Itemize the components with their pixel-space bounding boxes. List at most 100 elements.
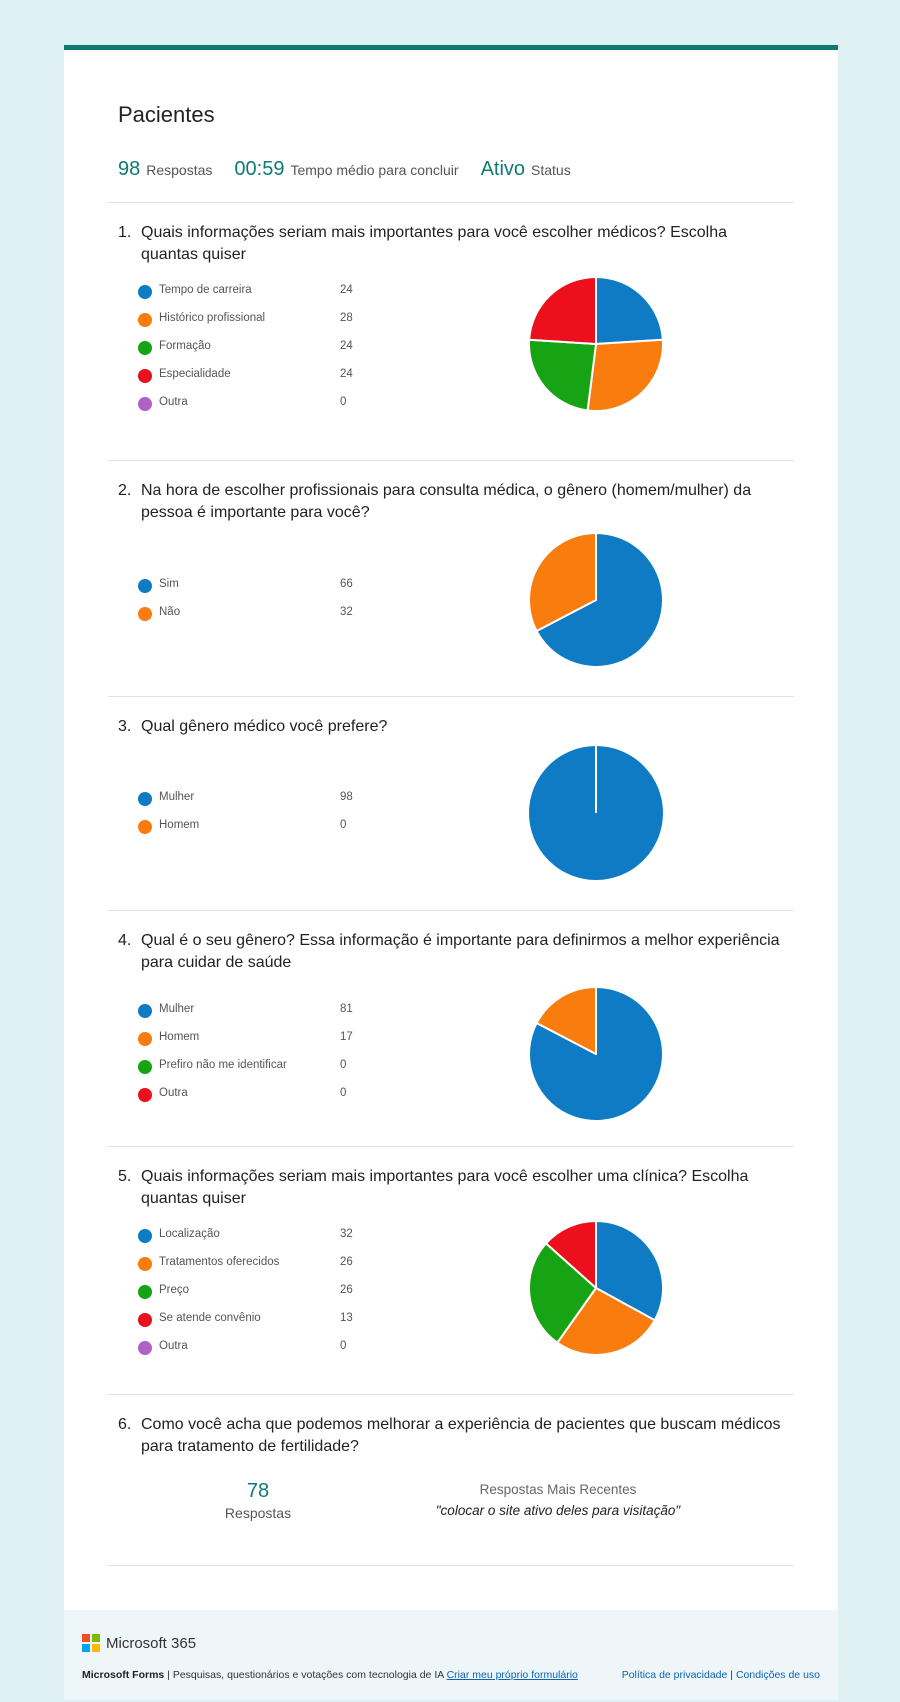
pie-slice[interactable] <box>595 1220 664 1322</box>
pie-slice[interactable] <box>528 338 597 412</box>
privacy-link[interactable]: Política de privacidade <box>621 1669 728 1681</box>
legend-swatch <box>138 1229 152 1243</box>
legend-count: 24 <box>340 368 353 380</box>
recent-responses-heading: Respostas Mais Recentes <box>479 1482 637 1497</box>
pie-slice[interactable] <box>528 532 597 632</box>
pie-slice[interactable] <box>556 1287 656 1356</box>
avg-time-label: Tempo médio para concluir <box>290 162 459 178</box>
legend-count: 26 <box>340 1256 353 1268</box>
legend-swatch <box>138 792 152 806</box>
legend-item: Tempo de carreira 24 <box>138 279 358 307</box>
legend-label: Preço <box>159 1284 190 1296</box>
question-1: 1. Quais informações seriam mais importa… <box>108 222 794 432</box>
responses-stat: 98 Respostas <box>118 158 212 181</box>
legend-item: Homem 17 <box>138 1026 358 1054</box>
legend-item: Especialidade 24 <box>138 363 358 391</box>
legend-label: Histórico profissional <box>159 312 266 324</box>
question-2: 2. Na hora de escolher profissionais par… <box>108 480 794 680</box>
legend-label: Outra <box>159 1087 188 1099</box>
divider <box>108 202 794 203</box>
question-3: 3. Qual gênero médico você prefere? Mulh… <box>108 716 794 916</box>
legend-count: 24 <box>340 340 353 352</box>
question-text: Como você acha que podemos melhorar a ex… <box>141 1416 781 1455</box>
product-name: Microsoft Forms <box>82 1669 165 1681</box>
legend-swatch <box>138 579 152 593</box>
legend-item: Histórico profissional 28 <box>138 307 358 335</box>
form-summary-card: Pacientes 98 Respostas 00:59 Tempo médio… <box>64 45 838 1700</box>
question-number: 4. <box>118 932 132 949</box>
divider <box>108 1394 794 1395</box>
pie-slice[interactable] <box>535 986 597 1055</box>
legend: Mulher 81 Homem 17 Prefiro não me identifica… <box>138 998 358 1110</box>
recent-responses[interactable]: Respostas Mais Recentes "colocar o site … <box>428 1482 688 1518</box>
pie-slice[interactable] <box>528 1242 597 1344</box>
legend-label: Mulher <box>159 791 195 803</box>
text-responses-count: 78 <box>246 1480 270 1502</box>
pie-chart <box>528 1220 664 1356</box>
legend-swatch <box>138 1285 152 1299</box>
legend-item: Localização 32 <box>138 1223 358 1251</box>
legend-count: 17 <box>340 1031 353 1043</box>
pie-chart <box>528 986 664 1122</box>
footer: Microsoft 365 Microsoft Forms | Pesquisa… <box>64 1610 838 1700</box>
responses-label: Respostas <box>146 162 213 178</box>
brand-name: Microsoft 365 <box>106 1634 197 1652</box>
legend-count: 0 <box>340 1087 347 1099</box>
legend-item: Se atende convênio 13 <box>138 1307 358 1335</box>
question-title: 2. Na hora de escolher profissionais par… <box>108 480 794 524</box>
legend-item: Não 32 <box>138 601 358 629</box>
divider <box>108 1146 794 1147</box>
legend-item: Outra 0 <box>138 1335 358 1363</box>
legend-item: Mulher 98 <box>138 786 358 814</box>
legend-swatch <box>138 1313 152 1327</box>
legend-count: 32 <box>340 1228 353 1240</box>
legend: Mulher 98 Homem 0 <box>138 786 358 842</box>
footer-links: Política de privacidade | Condições de u… <box>622 1669 820 1681</box>
legend-label: Tratamentos oferecidos <box>159 1256 280 1268</box>
question-text: Na hora de escolher profissionais para c… <box>141 482 752 521</box>
legend-item: Sim 66 <box>138 573 358 601</box>
text-responses-summary: 78 Respostas <box>178 1480 338 1521</box>
legend-swatch <box>138 1341 152 1355</box>
legend-swatch <box>138 1032 152 1046</box>
pie-chart <box>528 276 664 412</box>
pie-slice[interactable] <box>545 1220 597 1289</box>
divider <box>108 910 794 911</box>
legend-count: 28 <box>340 312 353 324</box>
legend-swatch <box>138 1088 152 1102</box>
pie-slice[interactable] <box>535 532 664 668</box>
avg-time-stat: 00:59 Tempo médio para concluir <box>234 158 458 181</box>
microsoft-365-logo[interactable]: Microsoft 365 <box>82 1634 196 1652</box>
legend-label: Se atende convênio <box>159 1312 261 1324</box>
legend-label: Homem <box>159 819 200 831</box>
pie-slice[interactable] <box>595 276 664 345</box>
question-number: 1. <box>118 224 132 241</box>
legend-label: Tempo de carreira <box>159 284 252 296</box>
legend-label: Não <box>159 606 181 618</box>
legend-item: Outra 0 <box>138 1082 358 1110</box>
legend-swatch <box>138 820 152 834</box>
status-label: Status <box>531 162 571 178</box>
legend-swatch <box>138 285 152 299</box>
legend-item: Homem 0 <box>138 814 358 842</box>
form-stats: 98 Respostas 00:59 Tempo médio para conc… <box>118 158 593 181</box>
terms-link[interactable]: Condições de uso <box>735 1669 820 1681</box>
pie-slice[interactable] <box>528 276 597 345</box>
legend-swatch <box>138 1004 152 1018</box>
legend-count: 0 <box>340 1340 347 1352</box>
legend: Tempo de carreira 24 Histórico profissiona… <box>138 279 358 419</box>
question-6: 6. Como você acha que podemos melhorar a… <box>108 1414 794 1564</box>
pie-slice[interactable] <box>528 986 664 1122</box>
legend-count: 32 <box>340 606 353 618</box>
question-text: Quais informações seriam mais importante… <box>141 224 728 263</box>
legend-count: 24 <box>340 284 353 296</box>
text-responses-label: Respostas <box>224 1505 292 1521</box>
legend-swatch <box>138 1060 152 1074</box>
legend-label: Prefiro não me identificar <box>159 1059 287 1071</box>
create-form-link[interactable]: Criar meu próprio formulário <box>446 1669 578 1681</box>
question-number: 2. <box>118 482 132 499</box>
pie-slice[interactable] <box>586 338 664 412</box>
legend-item: Tratamentos oferecidos 26 <box>138 1251 358 1279</box>
legend-swatch <box>138 369 152 383</box>
legend-label: Especialidade <box>159 368 231 380</box>
